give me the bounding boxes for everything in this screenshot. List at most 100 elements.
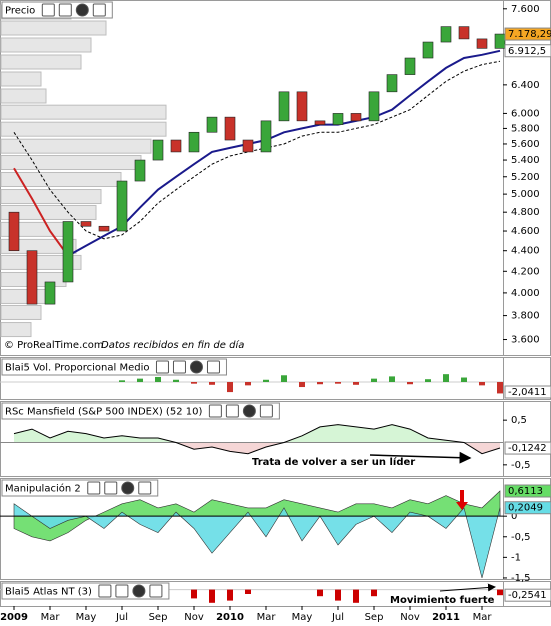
bar: [497, 589, 503, 596]
moving-average: [13, 167, 69, 257]
bar: [155, 376, 161, 382]
y-tick-label: 4.200: [511, 266, 540, 277]
header-icon: [138, 481, 152, 495]
volume-profile-bar: [0, 238, 77, 254]
x-tick-label: Nov: [184, 612, 204, 623]
bar: [173, 379, 179, 382]
x-tick-label: Sep: [149, 612, 168, 623]
bar: [443, 374, 449, 382]
header-icon: [225, 404, 239, 418]
value-box: [504, 27, 551, 41]
y-tick-label: 5.600: [511, 139, 540, 150]
area-positive: [14, 424, 500, 444]
value-label: 0,6113: [508, 486, 543, 497]
bar: [479, 382, 485, 386]
header-icon: [121, 481, 135, 495]
bar: [227, 382, 233, 393]
volume-profile-bar: [0, 189, 102, 205]
y-tick-label: -0,5: [511, 460, 531, 471]
volume-profile-bar: [0, 20, 107, 36]
signal-arrow: [456, 490, 468, 510]
source: © ProRealTime.com: [4, 340, 104, 351]
value-label: 7.178,29: [508, 29, 551, 40]
bar: [335, 589, 341, 601]
bar: [263, 379, 269, 382]
bar: [245, 589, 251, 594]
volume-profile-bar: [0, 322, 32, 338]
header-icon: [206, 360, 220, 374]
y-tick-label: 7.600: [511, 4, 540, 15]
header-icon: [132, 584, 146, 598]
series-area: [13, 503, 501, 578]
candle: [224, 116, 236, 141]
bar: [317, 589, 323, 597]
volume-profile-bar: [0, 304, 42, 320]
candle: [350, 113, 362, 122]
axis-background: [503, 401, 551, 477]
y-tick-label: 3.800: [511, 311, 540, 322]
y-tick-label: 4.000: [511, 288, 540, 299]
volume-profile-bar: [0, 71, 42, 87]
moving-average: [67, 49, 501, 257]
volume-profile-bar: [0, 138, 152, 154]
bar: [317, 382, 323, 385]
y-tick-label: 4.600: [511, 226, 540, 237]
x-tick-label: May: [292, 612, 313, 623]
area-negative: [176, 442, 500, 454]
bar: [299, 382, 305, 388]
value-label: 6.912,5: [508, 46, 546, 57]
candle: [458, 26, 470, 40]
line: [13, 424, 501, 455]
candle: [134, 159, 146, 182]
bar: [389, 376, 395, 382]
value-box: [504, 44, 551, 58]
candle: [26, 250, 38, 305]
candle: [296, 91, 308, 122]
candle: [440, 26, 452, 43]
x-tick-label: Nov: [400, 612, 420, 623]
axis-background: [503, 0, 551, 356]
candle: [494, 33, 506, 49]
volume-profile-bar: [0, 171, 122, 187]
volume-profile-bar: [0, 254, 82, 270]
annotation-arrow: [439, 583, 496, 592]
header-icon: [58, 3, 72, 17]
volume-profile-bar: [0, 54, 82, 70]
value-box: [504, 588, 551, 602]
panel-title: Manipulación 2: [5, 483, 81, 495]
x-tick-label: Mar: [473, 612, 493, 623]
header-icon: [75, 3, 89, 17]
x-tick-label: Mar: [41, 612, 61, 623]
value-label: -0,1242: [508, 443, 547, 454]
y-tick-label: 5.800: [511, 123, 540, 134]
header-icon: [149, 584, 163, 598]
header-icon: [189, 360, 203, 374]
x-tick-label: May: [76, 612, 97, 623]
x-tick-label: Sep: [365, 612, 384, 623]
panel-header: [1, 479, 159, 497]
candle: [242, 139, 254, 153]
candle: [62, 221, 74, 283]
volume-profile-bar: [0, 155, 142, 171]
bar: [227, 589, 233, 601]
panel-title: Blai5 Vol. Proporcional Medio: [5, 363, 149, 374]
y-tick-label: 5.000: [511, 189, 540, 200]
bar: [497, 382, 503, 394]
annotation: Movimiento fuerte: [390, 595, 495, 606]
candle: [476, 38, 488, 49]
candle: [152, 139, 164, 161]
value-box: [504, 501, 551, 515]
candle: [368, 91, 380, 122]
candle: [206, 116, 218, 133]
x-tick-label: Jul: [331, 612, 344, 623]
bar: [461, 377, 467, 382]
panel-title: RSc Mansfield (S&P 500 INDEX) (52 10): [5, 407, 202, 418]
value-box: [504, 441, 551, 455]
annotation-arrow: [369, 451, 472, 464]
y-tick-label: 3.600: [511, 335, 540, 346]
header-icon: [87, 481, 101, 495]
bar: [407, 382, 413, 385]
y-tick-label: 6.000: [511, 108, 540, 119]
candle: [260, 120, 272, 153]
header-icon: [98, 584, 112, 598]
